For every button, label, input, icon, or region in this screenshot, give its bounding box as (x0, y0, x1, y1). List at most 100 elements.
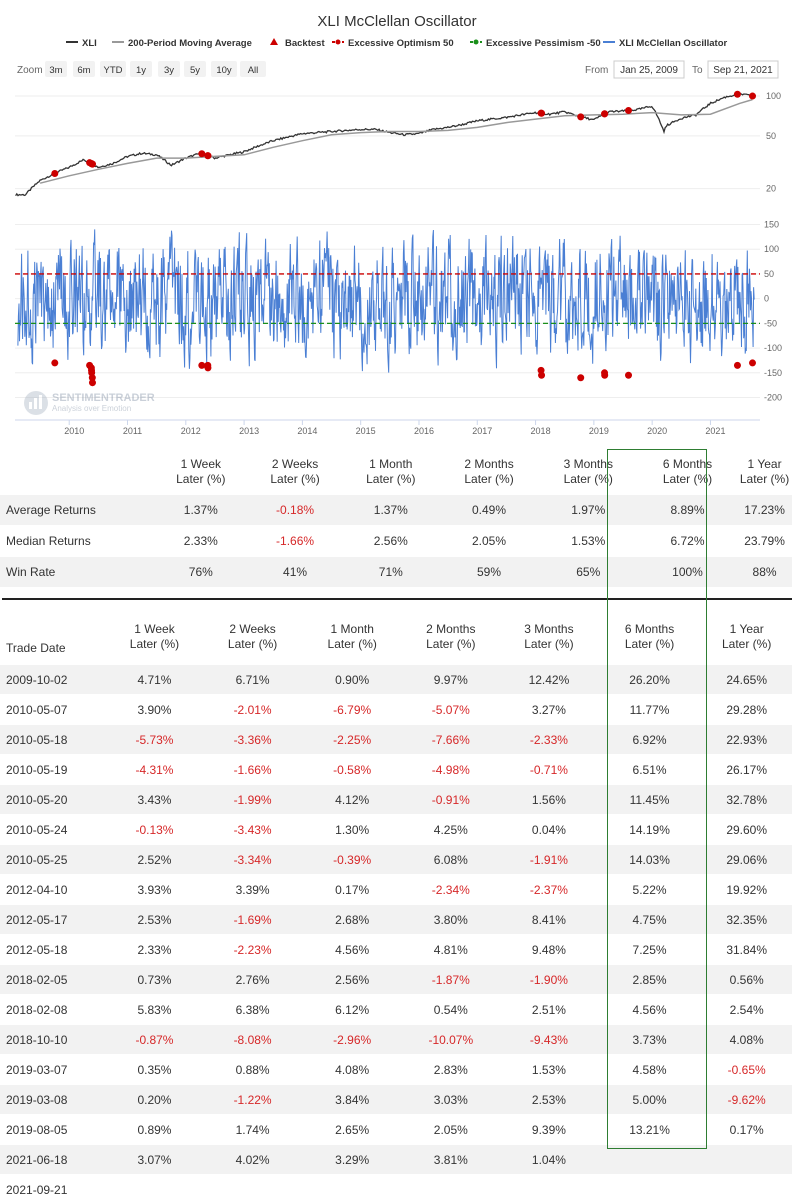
table-separator (2, 598, 792, 600)
trade-cell: 2.05% (402, 1115, 501, 1145)
header-line: 1 Year (737, 457, 792, 472)
legend-item[interactable]: Backtest (270, 38, 325, 49)
stats-cell: 41% (248, 557, 342, 588)
legend-label: Backtest (285, 38, 325, 49)
trade-date: 2010-05-25 (0, 845, 107, 875)
trade-date: 2010-05-20 (0, 785, 107, 815)
trade-cell: 0.17% (303, 875, 402, 905)
trade-cell: 29.60% (701, 815, 792, 845)
zoom-button-YTD[interactable]: YTD (100, 61, 126, 77)
trade-cell: 31.84% (701, 935, 792, 965)
osc-y-tick: -100 (764, 343, 782, 353)
trade-cell: 2.76% (202, 965, 303, 995)
trade-cell: 3.07% (107, 1145, 203, 1175)
x-tick-label: 2012 (181, 426, 201, 436)
trade-cell: 4.58% (598, 1055, 702, 1085)
zoom-button-10y[interactable]: 10y (211, 61, 237, 77)
trade-cell: -1.90% (500, 965, 598, 995)
trade-cell: 32.35% (701, 905, 792, 935)
stats-cell: 0.49% (439, 495, 538, 526)
trade-cell: 0.04% (500, 815, 598, 845)
legend-item[interactable]: XLI McClellan Oscillator (603, 38, 728, 49)
zoom-button-5y[interactable]: 5y (184, 61, 206, 77)
zoom-button-3m[interactable]: 3m (45, 61, 67, 77)
chart-area: XLI McClellan Oscillator XLI 200-Period M… (0, 0, 795, 445)
stats-cell: 1.97% (539, 495, 638, 526)
zoom-button-3y[interactable]: 3y (158, 61, 180, 77)
trade-date: 2010-05-07 (0, 695, 107, 725)
zoom-button-All[interactable]: All (240, 61, 266, 77)
trade-cell: 6.51% (598, 755, 702, 785)
trade-cell: 26.20% (598, 665, 702, 695)
legend-label: 200-Period Moving Average (128, 38, 252, 49)
trade-cell: -6.79% (303, 695, 402, 725)
trade-cell: 6.92% (598, 725, 702, 755)
trade-cell: -1.91% (500, 845, 598, 875)
zoom-button-label: All (248, 65, 259, 76)
legend-marker (336, 40, 341, 45)
header-line: 1 Week (154, 457, 248, 472)
trade-cell: 24.65% (701, 665, 792, 695)
osc-backtest-point (601, 372, 608, 379)
trade-cell: 4.56% (303, 935, 402, 965)
trade-row: 2018-10-10-0.87%-8.08%-2.96%-10.07%-9.43… (0, 1025, 792, 1055)
legend-item[interactable]: Excessive Pessimism -50 (470, 38, 601, 49)
osc-y-tick: -150 (764, 368, 782, 378)
osc-y-tick: 50 (764, 269, 774, 279)
trade-cell: 11.77% (598, 695, 702, 725)
trade-cell: 11.45% (598, 785, 702, 815)
header-line: Later (%) (107, 637, 203, 652)
zoom-button-1y[interactable]: 1y (130, 61, 152, 77)
trade-cell: 0.88% (202, 1055, 303, 1085)
zoom-button-6m[interactable]: 6m (73, 61, 95, 77)
trade-cell: 4.12% (303, 785, 402, 815)
osc-backtest-point (51, 359, 58, 366)
trade-cell: 3.73% (598, 1025, 702, 1055)
header-line: Later (%) (248, 472, 342, 487)
price-backtest-point (625, 107, 632, 114)
trade-row: 2010-05-18-5.73%-3.36%-2.25%-7.66%-2.33%… (0, 725, 792, 755)
price-backtest-point (89, 161, 96, 168)
trade-cell: 0.17% (701, 1115, 792, 1145)
header-line: Later (%) (638, 472, 737, 487)
legend-label: XLI (82, 38, 97, 49)
logo-tagline: Analysis over Emotion (52, 404, 131, 413)
range-from-value: Jan 25, 2009 (620, 65, 678, 76)
range-to-value: Sep 21, 2021 (713, 65, 773, 76)
stats-cell: -1.66% (248, 526, 342, 557)
zoom-button-label: 5y (190, 65, 200, 76)
osc-backtest-point (89, 379, 96, 386)
trade-cell: 14.03% (598, 845, 702, 875)
stats-cell: 2.33% (154, 526, 248, 557)
stats-cell: 6.72% (638, 526, 737, 557)
osc-backtest-point (577, 374, 584, 381)
trade-cell: -2.33% (500, 725, 598, 755)
trade-date: 2012-04-10 (0, 875, 107, 905)
trade-cell: 32.78% (701, 785, 792, 815)
trade-cell: 0.56% (701, 965, 792, 995)
stats-cell: 1.53% (539, 526, 638, 557)
trade-cell: 2.53% (500, 1085, 598, 1115)
legend-item[interactable]: Excessive Optimism 50 (332, 38, 454, 49)
trade-date: 2009-10-02 (0, 665, 107, 695)
legend-item[interactable]: XLI (66, 38, 97, 49)
stats-cell: 59% (439, 557, 538, 588)
trade-cell: 14.19% (598, 815, 702, 845)
header-line: Later (%) (439, 472, 538, 487)
trade-cell: -0.65% (701, 1055, 792, 1085)
header-line: 2 Weeks (248, 457, 342, 472)
trade-cell: 6.08% (402, 845, 501, 875)
legend-item[interactable]: 200-Period Moving Average (112, 38, 252, 49)
osc-backtest-point (204, 364, 211, 371)
